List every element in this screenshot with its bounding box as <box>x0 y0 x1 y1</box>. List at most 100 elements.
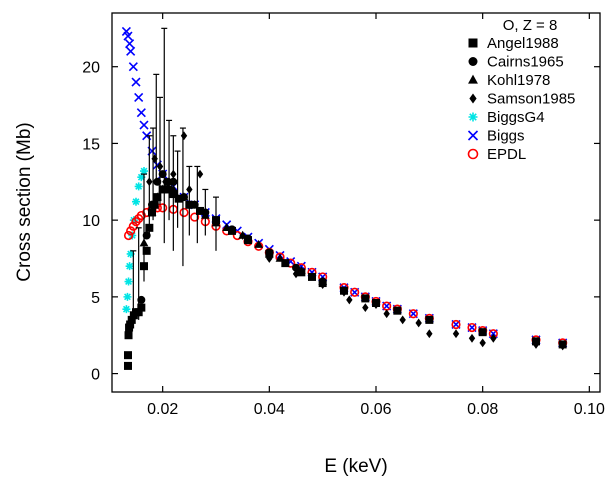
data-point <box>340 286 348 295</box>
data-point <box>179 207 189 218</box>
data-point <box>399 315 406 325</box>
data-point <box>123 292 132 301</box>
data-point <box>308 272 316 281</box>
data-point <box>281 259 290 268</box>
data-point <box>478 328 487 337</box>
data-point <box>180 131 188 141</box>
legend-marker <box>467 148 479 160</box>
data-point <box>393 306 402 315</box>
data-point <box>362 303 369 313</box>
data-point <box>190 212 200 222</box>
data-point <box>134 182 143 191</box>
data-point <box>125 39 135 49</box>
data-point <box>140 167 148 176</box>
legend-label: Angel1988 <box>487 35 559 52</box>
data-point <box>479 338 486 348</box>
data-point <box>196 169 204 179</box>
data-point <box>124 361 132 370</box>
data-point <box>150 200 159 209</box>
data-point <box>131 77 141 87</box>
data-point <box>148 208 156 217</box>
data-point <box>158 185 167 194</box>
data-point <box>361 294 370 303</box>
x-tick-label: 0.04 <box>254 401 285 418</box>
legend-label: Samson1985 <box>487 91 575 108</box>
data-point <box>126 46 136 56</box>
data-point <box>123 31 133 41</box>
y-axis-label: Cross section (Mb) <box>14 122 35 281</box>
y-tick-label: 10 <box>82 213 100 230</box>
axis-ticks: 0.02 0.04 0.06 0.08 0.10 0 5 10 15 20 <box>82 13 605 418</box>
x-tick-label: 0.06 <box>360 401 391 418</box>
data-point <box>383 309 390 319</box>
data-point <box>265 249 274 258</box>
legend-label: Cairns1965 <box>487 54 564 71</box>
x-tick-label: 0.02 <box>147 401 178 418</box>
plot-frame <box>111 12 601 393</box>
legend-marker <box>469 93 477 104</box>
data-point <box>426 329 433 339</box>
legend-label: Biggs <box>487 128 525 145</box>
data-point <box>137 303 146 312</box>
y-tick-label: 5 <box>91 290 100 307</box>
data-point <box>126 226 136 236</box>
data-point <box>137 173 146 182</box>
legend-title: O, Z = 8 <box>503 17 558 34</box>
data-point <box>158 203 168 213</box>
error-bars <box>130 27 219 328</box>
data-point <box>164 185 172 194</box>
data-point <box>452 329 460 339</box>
data-point <box>318 279 327 288</box>
data-point <box>134 92 144 102</box>
data-point <box>372 299 380 308</box>
data-point <box>137 295 146 304</box>
legend-marker <box>468 38 478 48</box>
legend-marker <box>468 112 478 122</box>
series-samson1985 <box>146 131 566 351</box>
data-point <box>532 337 540 346</box>
legend-marker <box>468 57 478 66</box>
x-tick-label: 0.10 <box>574 401 605 418</box>
data-point <box>174 194 183 203</box>
data-point <box>425 315 434 324</box>
legend-marker <box>468 74 478 84</box>
data-point <box>350 287 360 297</box>
y-tick-label: 20 <box>82 60 100 77</box>
data-point <box>142 231 151 240</box>
legend-label: EPDL <box>487 146 526 163</box>
data-point <box>126 320 135 329</box>
data-point <box>125 262 134 271</box>
y-tick-label: 15 <box>82 136 100 153</box>
data-point <box>558 340 567 349</box>
series-angel1988 <box>124 185 567 370</box>
data-point <box>468 333 476 343</box>
data-point <box>128 62 138 72</box>
legend-marker <box>467 130 479 141</box>
data-markers <box>121 26 568 370</box>
data-point <box>142 246 151 255</box>
data-point <box>153 193 162 202</box>
legend-label: Kohl1978 <box>487 72 550 89</box>
data-point <box>123 230 134 241</box>
series-epdl <box>123 203 568 348</box>
data-point <box>467 322 477 333</box>
data-point <box>122 305 131 314</box>
data-point <box>228 226 236 235</box>
data-point <box>297 268 306 277</box>
data-point <box>254 239 264 248</box>
data-point <box>132 197 140 206</box>
data-point <box>415 318 422 328</box>
data-point <box>124 351 132 360</box>
data-point <box>139 120 149 130</box>
data-point <box>128 221 138 231</box>
y-tick-label: 0 <box>91 367 100 384</box>
data-point <box>126 249 135 258</box>
x-tick-label: 0.08 <box>467 401 498 418</box>
data-point <box>124 331 133 340</box>
data-point <box>124 277 133 286</box>
data-point <box>408 309 418 319</box>
data-point <box>346 295 353 305</box>
legend-label: BiggsG4 <box>487 109 545 126</box>
